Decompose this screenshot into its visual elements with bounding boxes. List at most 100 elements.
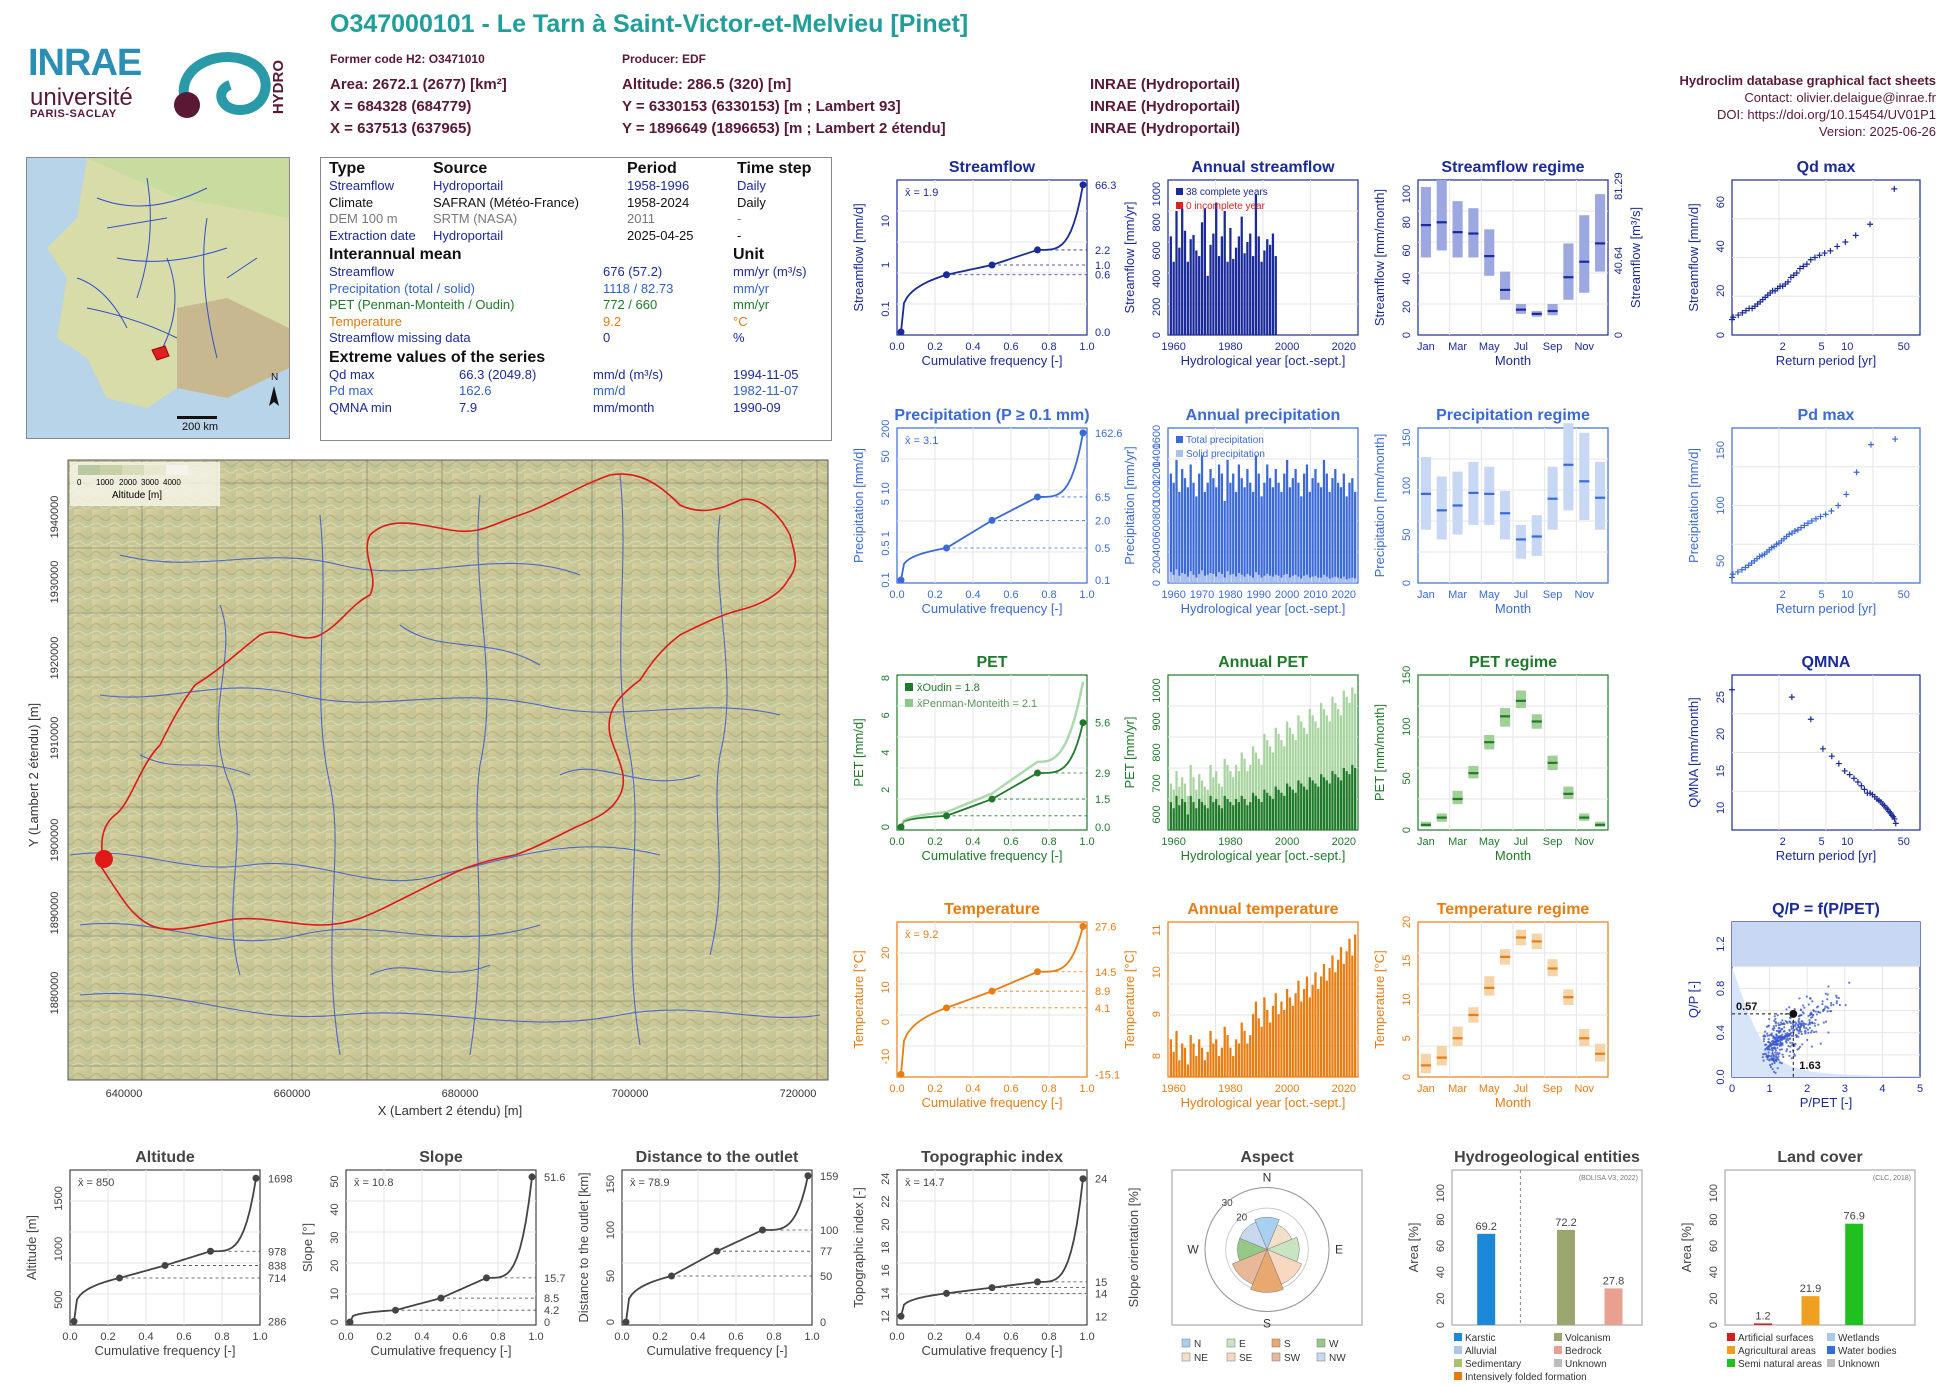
x-tick-label: 0.8: [1041, 836, 1056, 848]
right-tick-label: 0: [544, 1317, 550, 1329]
right-tick-label: 8.9: [1095, 986, 1110, 998]
x-tick-label: 1.0: [1079, 589, 1094, 601]
data-point: [1829, 1010, 1832, 1013]
bar-solid: [1217, 572, 1221, 583]
y-tick-label: 1500: [53, 1186, 65, 1210]
bar: [1209, 244, 1212, 335]
data-point: [1800, 1030, 1803, 1033]
bar-pm: [1223, 758, 1226, 830]
data-point: [1809, 997, 1812, 1000]
data-point: [1788, 1020, 1791, 1023]
data-point: [1767, 1041, 1770, 1044]
source-note: (CLC, 2018): [1873, 1175, 1911, 1182]
x-tick-label: 10: [1841, 341, 1853, 353]
y-tick-label: 1200: [1151, 461, 1163, 485]
x-tick-label: 2: [1780, 341, 1786, 353]
data-point: [1811, 254, 1818, 261]
bar: [1337, 482, 1340, 583]
bar: [1220, 1047, 1224, 1077]
x-tick-label: 0.0: [889, 589, 904, 601]
y-tick-label: 1000: [1151, 678, 1163, 702]
bar: [1206, 1051, 1209, 1077]
right-axis-label: Streamflow [m³/s]: [1628, 207, 1643, 308]
plot-area: [1724, 1169, 1916, 1326]
bar: [1297, 980, 1300, 1077]
chart-annual_streamflow: Annual streamflow Hydrological year [oct.…: [1122, 159, 1359, 368]
regime-box: [1420, 187, 1431, 258]
x-axis-label: Cumulative frequency [-]: [922, 848, 1063, 863]
x-tick-label: 0.4: [690, 1331, 705, 1343]
table-row: Streamflow 676 (57.2) mm/yr (m³/s): [329, 264, 807, 279]
bar: [1314, 972, 1317, 1077]
bar: [1217, 1056, 1221, 1077]
data-point: [1801, 1043, 1804, 1046]
x-axis-label: Month: [1495, 1095, 1531, 1110]
y-tick-label: 0: [1401, 1074, 1413, 1080]
data-point: [1808, 518, 1815, 524]
data-point: [1780, 1048, 1783, 1051]
data-point: [1805, 1027, 1808, 1030]
data-point: [1791, 1022, 1795, 1026]
bar-solid: [1178, 575, 1181, 583]
data-point: [1792, 1029, 1795, 1032]
data-point: [1835, 994, 1838, 997]
bar-pm: [1288, 727, 1292, 830]
x-tick-label: Jul: [1514, 836, 1528, 848]
bar-solid: [1260, 577, 1263, 583]
aspect-slice: [1250, 1248, 1284, 1293]
regime-box: [1595, 461, 1606, 530]
bar: [1345, 496, 1348, 583]
x-tick-label: 2010: [1303, 589, 1327, 601]
y-tick-label: -10: [880, 1049, 892, 1065]
right-tick-label: 8.5: [544, 1293, 559, 1305]
y-tick-label: 100: [1401, 185, 1413, 203]
y-tick: 1910000: [49, 717, 61, 760]
bar: [1243, 799, 1246, 830]
data-point: [1800, 1033, 1803, 1036]
bar: [1246, 242, 1249, 335]
data-point: [1771, 1062, 1774, 1066]
bar: [1223, 500, 1226, 583]
bar: [1291, 1005, 1294, 1077]
x-tick-label: 4: [1879, 1083, 1885, 1095]
water-limit-zone: [1732, 967, 1920, 1077]
legend-tick: 0: [77, 478, 82, 487]
x-axis-label: Cumulative frequency [-]: [922, 601, 1063, 616]
bar: [1172, 261, 1175, 335]
bar: [1337, 959, 1340, 1077]
chart-title: PET: [976, 654, 1007, 671]
data-point: [1784, 1019, 1787, 1023]
bar: [1266, 464, 1269, 583]
data-point: [1768, 1034, 1771, 1037]
legend-swatch: [1271, 1338, 1281, 1348]
bar-pm: [1285, 721, 1289, 830]
y-tick-label: 150: [1401, 666, 1413, 684]
bar: [1183, 478, 1187, 583]
bar: [1305, 976, 1309, 1077]
x-tick-label: 0.2: [927, 341, 942, 353]
plot-area: [345, 1169, 537, 1326]
bar: [1328, 491, 1331, 583]
bar: [1297, 780, 1300, 830]
x-tick-label: 1980: [1218, 836, 1242, 848]
data-point: [1777, 1024, 1780, 1027]
ring-label: 30: [1222, 1198, 1234, 1209]
legend-entry: Sedimentary: [1465, 1359, 1521, 1370]
legend-entry: Karstic: [1465, 1333, 1496, 1344]
data-point: [1772, 1053, 1775, 1057]
right-tick-label: 50: [820, 1271, 832, 1283]
y-tick-label: 10: [1715, 802, 1727, 814]
bar: [1325, 980, 1328, 1077]
bar: [1178, 805, 1181, 830]
aspect-slice: [1254, 1217, 1280, 1251]
x-tick-label: Mar: [1448, 341, 1467, 353]
chart-title: Streamflow: [949, 159, 1036, 176]
bar: [1288, 786, 1292, 830]
data-point: [1812, 515, 1819, 522]
x-tick-label: Jul: [1514, 341, 1528, 353]
right-tick-label: 1698: [268, 1173, 292, 1185]
bar: [1277, 1014, 1280, 1077]
data-point: [1819, 1011, 1822, 1014]
bar: [1198, 473, 1201, 583]
y-tick-label: 150: [1401, 429, 1413, 447]
